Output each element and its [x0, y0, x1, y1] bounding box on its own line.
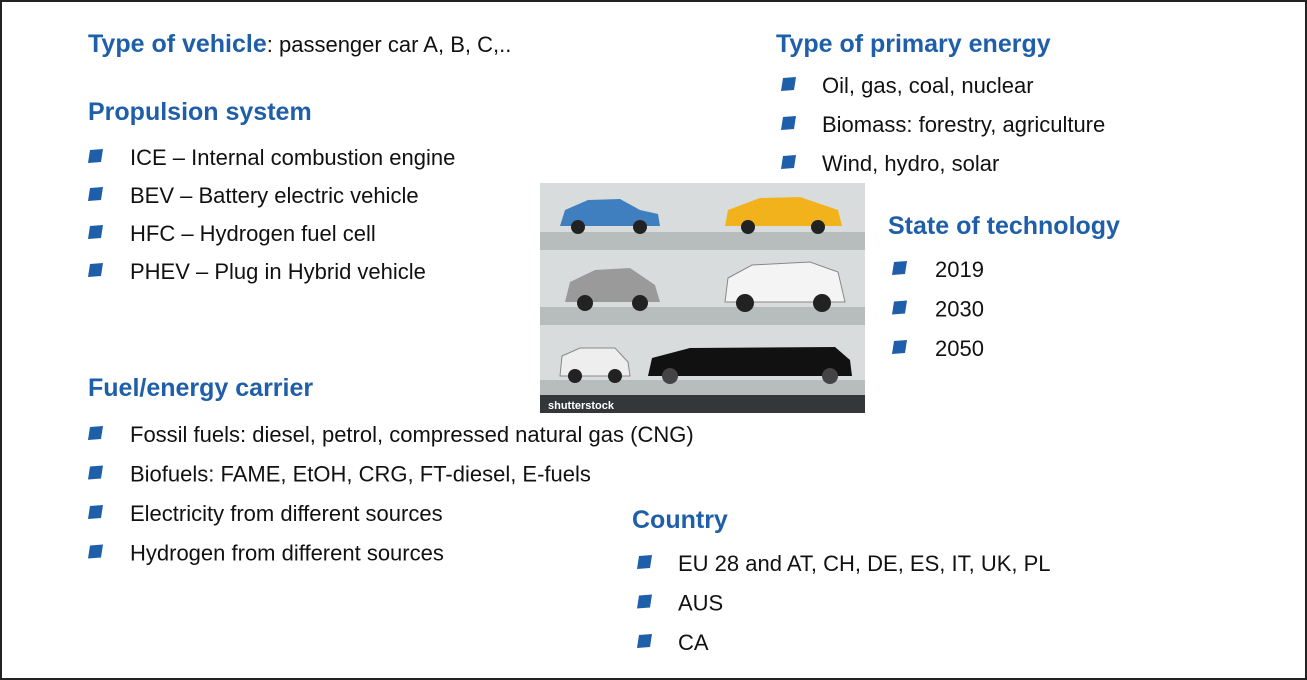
bullet-text: Biofuels: FAME, EtOH, CRG, FT-diesel, E-… — [130, 462, 591, 487]
bullet — [781, 77, 796, 91]
section-heading: Fuel/energy carrier — [88, 374, 313, 402]
text: : passenger car A, B, C,.. — [267, 32, 512, 57]
bullet — [88, 225, 103, 239]
bullet — [88, 263, 103, 277]
bullet-text: CA — [678, 630, 709, 655]
bullet — [88, 149, 103, 163]
bullet — [781, 155, 796, 169]
image-caption: shutterstock — [548, 400, 615, 412]
bullet-text: Wind, hydro, solar — [822, 151, 999, 176]
bullet-text: 2050 — [935, 336, 984, 361]
bullet-text: AUS — [678, 591, 723, 616]
bullet-text: BEV – Battery electric vehicle — [130, 183, 419, 208]
bullet — [781, 116, 796, 130]
bullet-text: PHEV – Plug in Hybrid vehicle — [130, 259, 426, 284]
bullet-text: ICE – Internal combustion engine — [130, 145, 455, 170]
bullet — [892, 261, 907, 275]
section-heading: State of technology — [888, 212, 1120, 240]
section-heading: Propulsion system — [88, 98, 312, 126]
bullet — [637, 634, 652, 648]
bullet-text: Fossil fuels: diesel, petrol, compressed… — [130, 422, 694, 447]
bullet-text: 2030 — [935, 297, 984, 322]
bullet-text: HFC – Hydrogen fuel cell — [130, 221, 376, 246]
bullet — [88, 426, 103, 440]
heading: Type of vehicle — [88, 30, 267, 58]
bullet — [88, 545, 103, 559]
section-heading: Country — [632, 506, 728, 534]
bullet-text: EU 28 and AT, CH, DE, ES, IT, UK, PL — [678, 551, 1051, 576]
bullet — [892, 340, 907, 354]
bullet — [637, 555, 652, 569]
bullet — [637, 595, 652, 609]
bullet-text: Hydrogen from different sources — [130, 541, 444, 566]
bullet-text: Oil, gas, coal, nuclear — [822, 73, 1034, 98]
bullet-text: Biomass: forestry, agriculture — [822, 112, 1105, 137]
bullet — [88, 187, 103, 201]
bullet — [88, 466, 103, 480]
bullet — [892, 301, 907, 315]
vehicle-line: Type of vehicle: passenger car A, B, C,.… — [88, 30, 511, 58]
bullet — [88, 505, 103, 519]
car-image: shutterstock — [540, 183, 865, 413]
bullet-text: Electricity from different sources — [130, 501, 443, 526]
bullet-text: 2019 — [935, 257, 984, 282]
section-heading: Type of primary energy — [776, 30, 1051, 58]
slide: Type of vehicle: passenger car A, B, C,.… — [0, 0, 1307, 680]
